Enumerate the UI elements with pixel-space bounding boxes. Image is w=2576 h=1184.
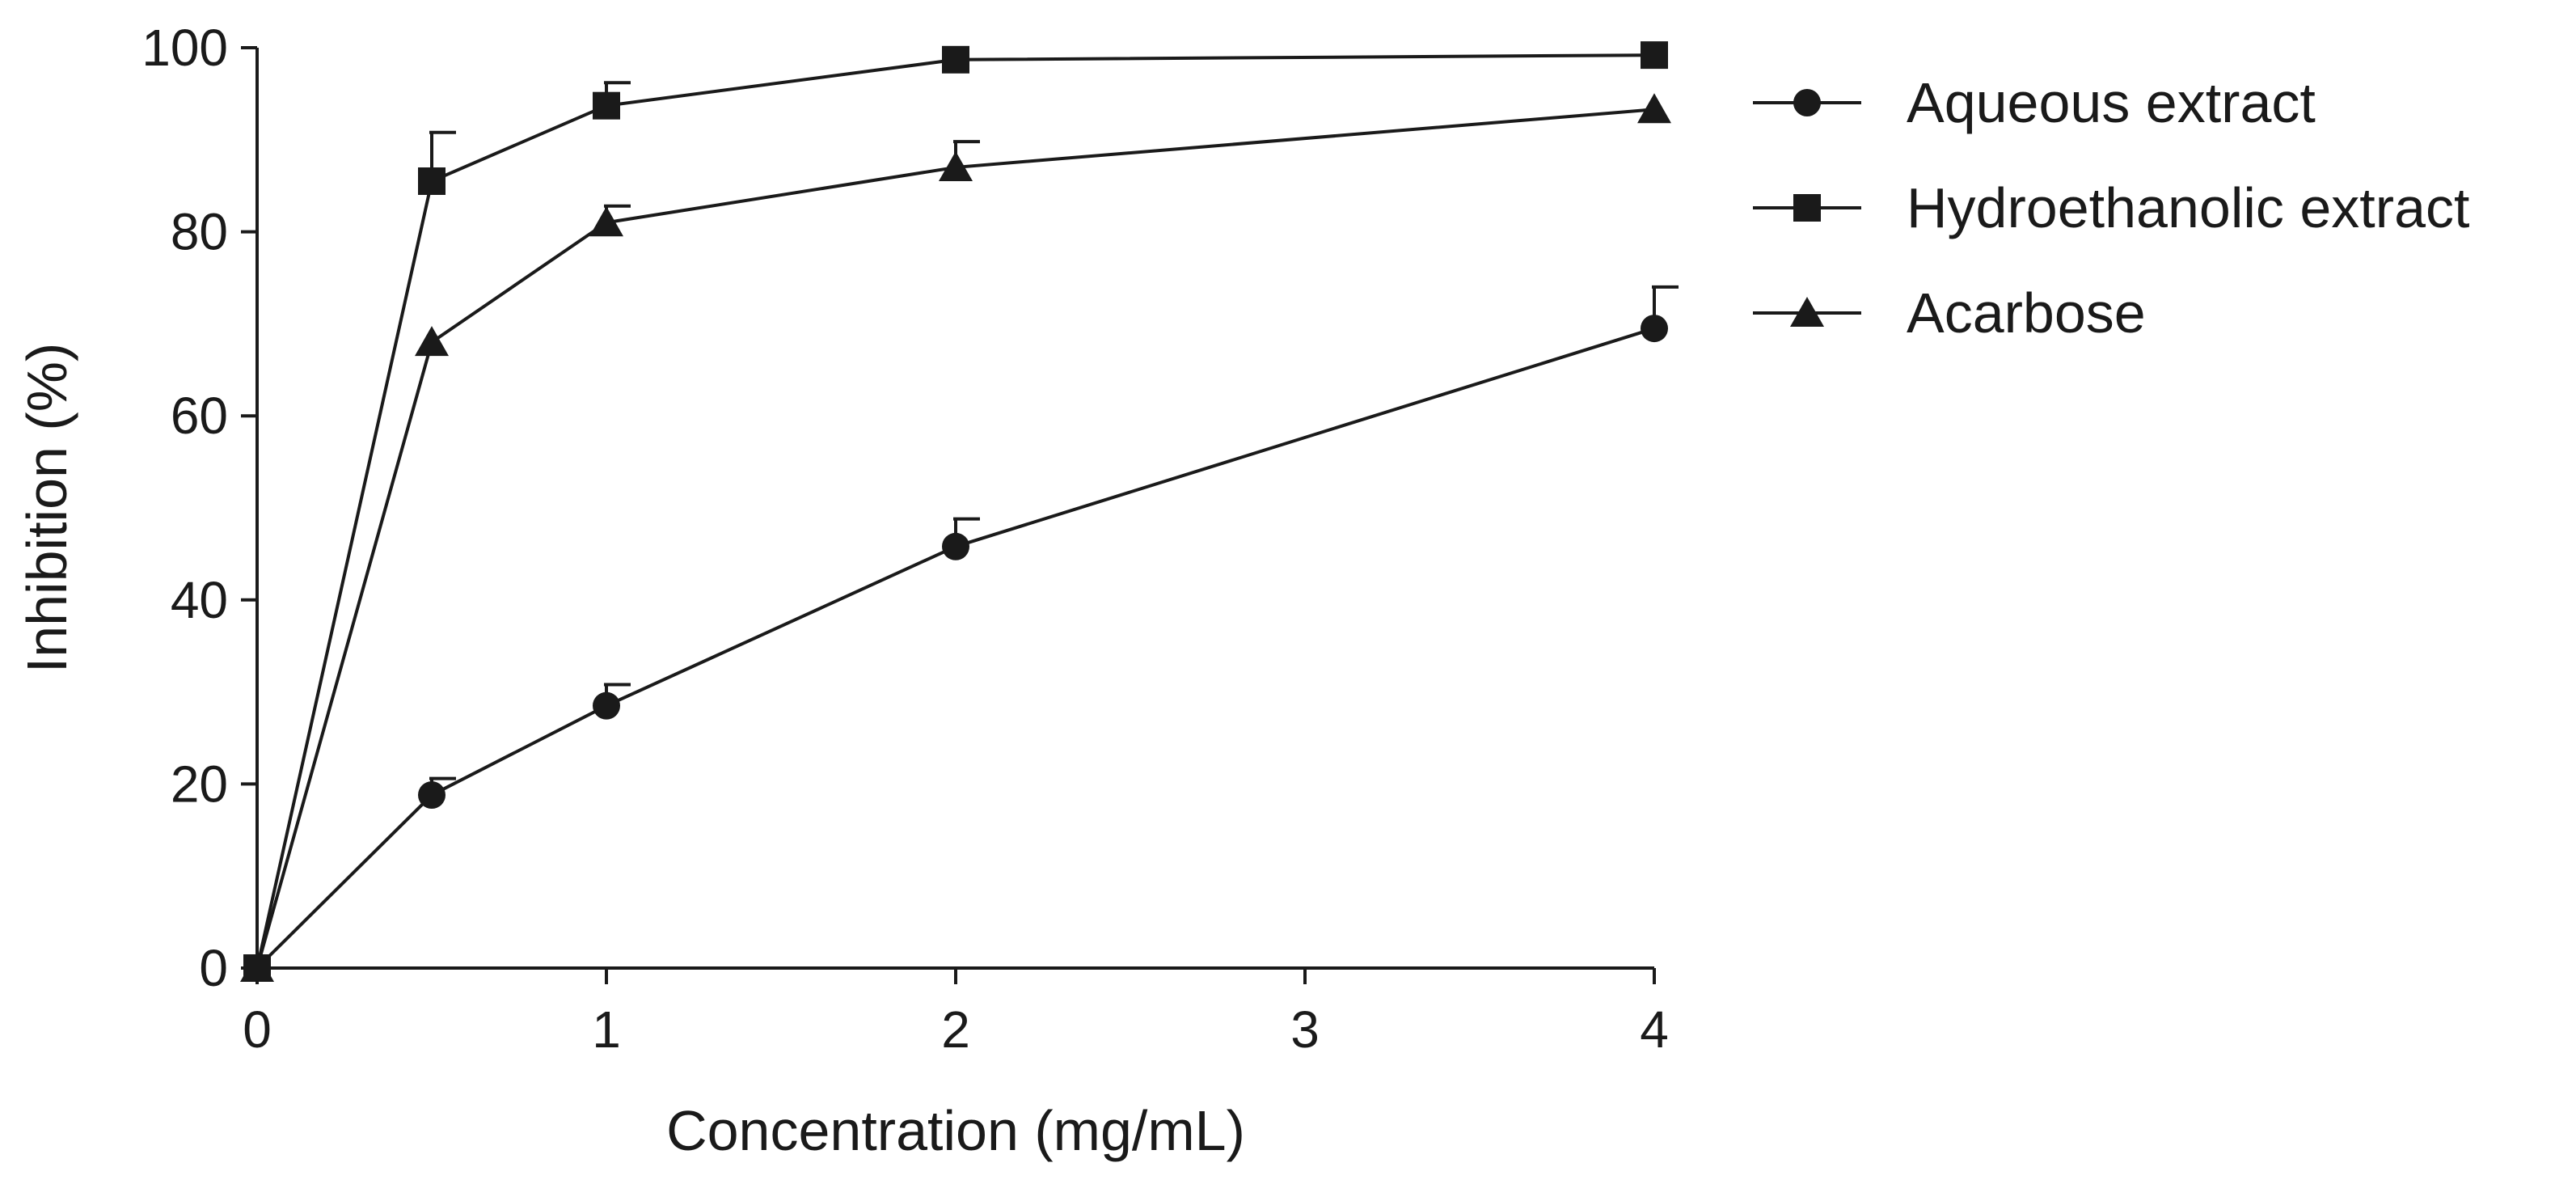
series xyxy=(240,41,1679,982)
data-point xyxy=(415,326,449,357)
legend-label: Aqueous extract xyxy=(1907,71,2316,134)
legend-marker xyxy=(1793,89,1821,116)
x-tick-label: 2 xyxy=(941,1000,970,1059)
x-tick-label: 3 xyxy=(1290,1000,1320,1059)
data-point xyxy=(418,167,446,196)
axes xyxy=(255,48,1654,970)
x-tick-label: 4 xyxy=(1640,1000,1669,1059)
y-axis-title: Inhibition (%) xyxy=(15,343,78,674)
x-tick-label: 0 xyxy=(243,1000,272,1059)
y-tick-label: 20 xyxy=(171,755,228,813)
data-point xyxy=(942,532,969,560)
legend-item: Aqueous extract xyxy=(1753,71,2316,134)
legend-marker xyxy=(1793,194,1821,222)
legend-label: Acarbose xyxy=(1907,281,2146,345)
y-tick-label: 100 xyxy=(141,19,228,77)
y-tick-label: 60 xyxy=(171,387,228,445)
x-tick-label: 1 xyxy=(592,1000,621,1059)
legend-marker xyxy=(1790,297,1824,327)
legend-label: Hydroethanolic extract xyxy=(1907,176,2469,239)
series-hydroethanolic-extract xyxy=(243,41,1668,982)
legend-item: Acarbose xyxy=(1753,281,2146,345)
data-point xyxy=(240,952,274,982)
series-aqueous-extract xyxy=(243,285,1679,982)
data-point xyxy=(1641,315,1668,343)
series-line xyxy=(255,53,1655,969)
series-line xyxy=(255,327,1655,970)
data-point xyxy=(593,691,620,720)
y-tick-label: 40 xyxy=(171,571,228,629)
x-axis-title: Concentration (mg/mL) xyxy=(666,1099,1245,1162)
data-point xyxy=(1641,41,1668,70)
y-tick-label: 80 xyxy=(171,203,228,261)
series-acarbose xyxy=(240,93,1671,982)
ticks: 0 20 40 60 80 100 0 1 2 3 4 xyxy=(141,19,1669,1059)
legend-item: Hydroethanolic extract xyxy=(1753,176,2469,239)
data-point xyxy=(589,206,623,237)
legend: Aqueous extract Hydroethanolic extract Aca… xyxy=(1753,71,2469,345)
data-point xyxy=(1637,93,1671,124)
data-point xyxy=(418,781,446,810)
data-point xyxy=(939,150,973,181)
data-point xyxy=(593,91,620,120)
data-point xyxy=(942,45,969,74)
y-tick-label: 0 xyxy=(199,939,228,997)
